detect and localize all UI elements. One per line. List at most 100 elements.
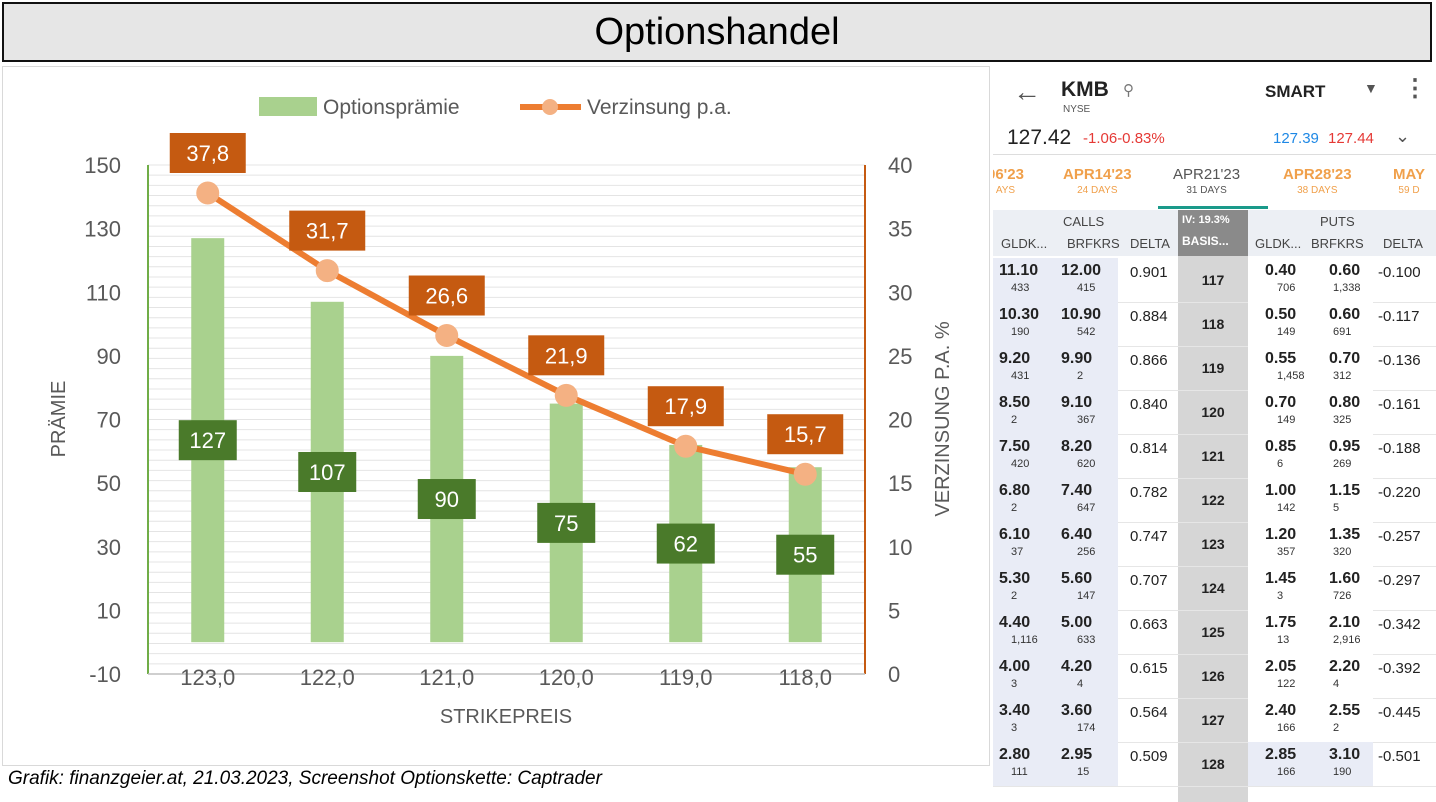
line-data-label: 21,9 (545, 343, 588, 368)
tab-expiry[interactable]: APR14'23 24 DAYS (1063, 166, 1132, 196)
put-cell-bg (1248, 346, 1373, 390)
chain-row[interactable]: 6.10 37 6.40 256 0.747 123 1.20 357 1.35 320 -0.25… (993, 522, 1436, 567)
call-cell-bg (993, 698, 1118, 742)
call-ask: 10.90 (1061, 306, 1102, 323)
call-cell-bg (993, 346, 1118, 390)
strike-price: 125 (1201, 624, 1225, 640)
put-bid: 1.20 (1265, 526, 1297, 543)
bar-label-box (417, 479, 476, 520)
y-tick-label: 90 (97, 344, 121, 369)
put-cell-bg (1248, 698, 1373, 742)
line-data-label: 15,7 (784, 422, 827, 447)
call-cell-bg (993, 522, 1118, 566)
call-ask-size: 542 (1077, 326, 1096, 338)
call-ask-size: 174 (1077, 722, 1096, 734)
iv-label: IV: 19.3% (1182, 214, 1230, 226)
put-ask: 2.20 (1329, 658, 1361, 675)
put-bid: 0.70 (1265, 394, 1297, 411)
chain-row[interactable]: 3.40 3 3.60 174 0.564 127 2.40 166 2.55 2 -0.445 (993, 698, 1436, 743)
put-delta: -0.297 (1378, 572, 1421, 589)
put-ask: 0.95 (1329, 438, 1361, 455)
call-ask: 2.95 (1061, 746, 1093, 763)
put-ask-size: 726 (1333, 590, 1352, 602)
call-ask: 4.20 (1061, 658, 1093, 675)
put-delta: -0.342 (1378, 616, 1421, 633)
line-data-label: 37,8 (186, 141, 229, 166)
line-data-label: 26,6 (425, 284, 468, 309)
chain-row[interactable]: 4.40 1,116 5.00 633 0.663 125 1.75 13 2.10 2,916 -… (993, 610, 1436, 655)
basis-label: BASIS... (1182, 234, 1229, 248)
call-ask-size: 147 (1077, 590, 1096, 602)
call-ask: 5.00 (1061, 614, 1093, 631)
call-ask-size: 367 (1077, 414, 1096, 426)
bar-label-box (776, 534, 835, 575)
put-ask-size: 190 (1333, 766, 1352, 778)
chart-panel: 150 130 110 90 70 50 30 10 -10 40 35 30 25 20 15 10 5 0 12… (2, 66, 990, 766)
back-arrow-icon[interactable]: ← (1013, 76, 1041, 107)
call-delta: 0.707 (1130, 572, 1168, 589)
x-axis-title: STRIKEPREIS (440, 706, 572, 728)
call-bid: 4.40 (999, 614, 1031, 631)
col-header-delta: DELTA (1130, 236, 1170, 251)
tab-expiry-selected[interactable]: APR21'23 31 DAYS (1173, 166, 1241, 196)
call-delta: 0.663 (1130, 616, 1168, 633)
legend-marker (542, 99, 558, 115)
call-cell-bg (993, 258, 1118, 302)
chain-row[interactable]: 7.50 420 8.20 620 0.814 121 0.85 6 0.95 269 -0.188 (993, 434, 1436, 479)
line-point (315, 259, 339, 283)
chain-row[interactable]: 8.50 2 9.10 367 0.840 120 0.70 149 0.80 325 -0.161 (993, 390, 1436, 435)
tab-expiry[interactable]: MAY 59 D (1393, 166, 1425, 196)
call-delta: 0.509 (1130, 748, 1168, 765)
chain-row[interactable]: 11.10 433 12.00 415 0.901 117 0.40 706 0.60 1,338… (993, 258, 1436, 303)
series-line (204, 189, 809, 478)
legend-label: Optionsprämie (323, 96, 460, 119)
strike-price: 119 (1201, 360, 1225, 376)
chain-row[interactable]: 6.80 2 7.40 647 0.782 122 1.00 142 1.15 5 -0.220 (993, 478, 1436, 523)
call-ask-size: 15 (1077, 766, 1090, 778)
chain-row[interactable]: 10.30 190 10.90 542 0.884 118 0.50 149 0.60 691 -0… (993, 302, 1436, 347)
tab-expiry[interactable]: APR28'23 38 DAYS (1283, 166, 1352, 196)
strike-price: 123 (1201, 536, 1225, 552)
chain-row[interactable]: 5.30 2 5.60 147 0.707 124 1.45 3 1.60 726 -0.297 (993, 566, 1436, 611)
bar-label-box (656, 523, 715, 564)
y2-axis-title: VERZINSUNG P.A. % (932, 321, 954, 516)
call-bid: 10.30 (999, 306, 1040, 323)
line-label-box (408, 275, 485, 316)
y-axis-title: PRÄMIE (48, 381, 70, 458)
y-tick-label: -10 (89, 662, 121, 687)
put-ask: 1.60 (1329, 570, 1361, 587)
search-icon[interactable]: ⚲ (1123, 82, 1134, 99)
chain-row[interactable]: 9.20 431 9.90 2 0.866 119 0.55 1,458 0.70 312 -0.1… (993, 346, 1436, 391)
call-bid: 11.10 (999, 262, 1039, 279)
puts-label: PUTS (1320, 214, 1355, 229)
call-ask-size: 256 (1077, 546, 1096, 558)
strike-price: 118 (1201, 316, 1225, 332)
put-ask: 1.15 (1329, 482, 1361, 499)
call-bid-size: 2 (1011, 414, 1018, 426)
put-delta: -0.445 (1378, 704, 1421, 721)
put-bid-size: 1,458 (1277, 370, 1305, 382)
put-cell-bg (1248, 566, 1373, 610)
routing-select[interactable]: SMART (1265, 82, 1326, 101)
strike-price: 117 (1201, 272, 1225, 288)
put-cell-bg (1248, 610, 1373, 654)
call-bid-size: 420 (1011, 458, 1030, 470)
call-ask: 12.00 (1061, 262, 1102, 279)
put-bid-size: 149 (1277, 414, 1296, 426)
put-bid-size: 166 (1277, 722, 1296, 734)
put-ask-size: 691 (1333, 326, 1352, 338)
put-ask-size: 4 (1333, 678, 1340, 690)
calls-label: CALLS (1063, 214, 1105, 229)
put-delta: -0.100 (1378, 264, 1421, 281)
chevron-down-icon[interactable]: ⌄ (1395, 126, 1411, 146)
more-menu-icon[interactable]: ⋮ (1403, 75, 1427, 102)
put-bid-size: 149 (1277, 326, 1296, 338)
chain-row[interactable]: 2.80 111 2.95 15 0.509 128 2.85 166 3.10 190 -0.50… (993, 742, 1436, 787)
dropdown-caret-icon[interactable]: ▼ (1364, 80, 1378, 96)
call-bid-size: 2 (1011, 590, 1018, 602)
strike-price: 124 (1201, 580, 1225, 596)
col-header-bid: GLDK... (1255, 236, 1302, 251)
put-ask: 0.60 (1329, 262, 1361, 279)
chain-row[interactable]: 4.00 3 4.20 4 0.615 126 2.05 122 2.20 4 -0.392 (993, 654, 1436, 699)
